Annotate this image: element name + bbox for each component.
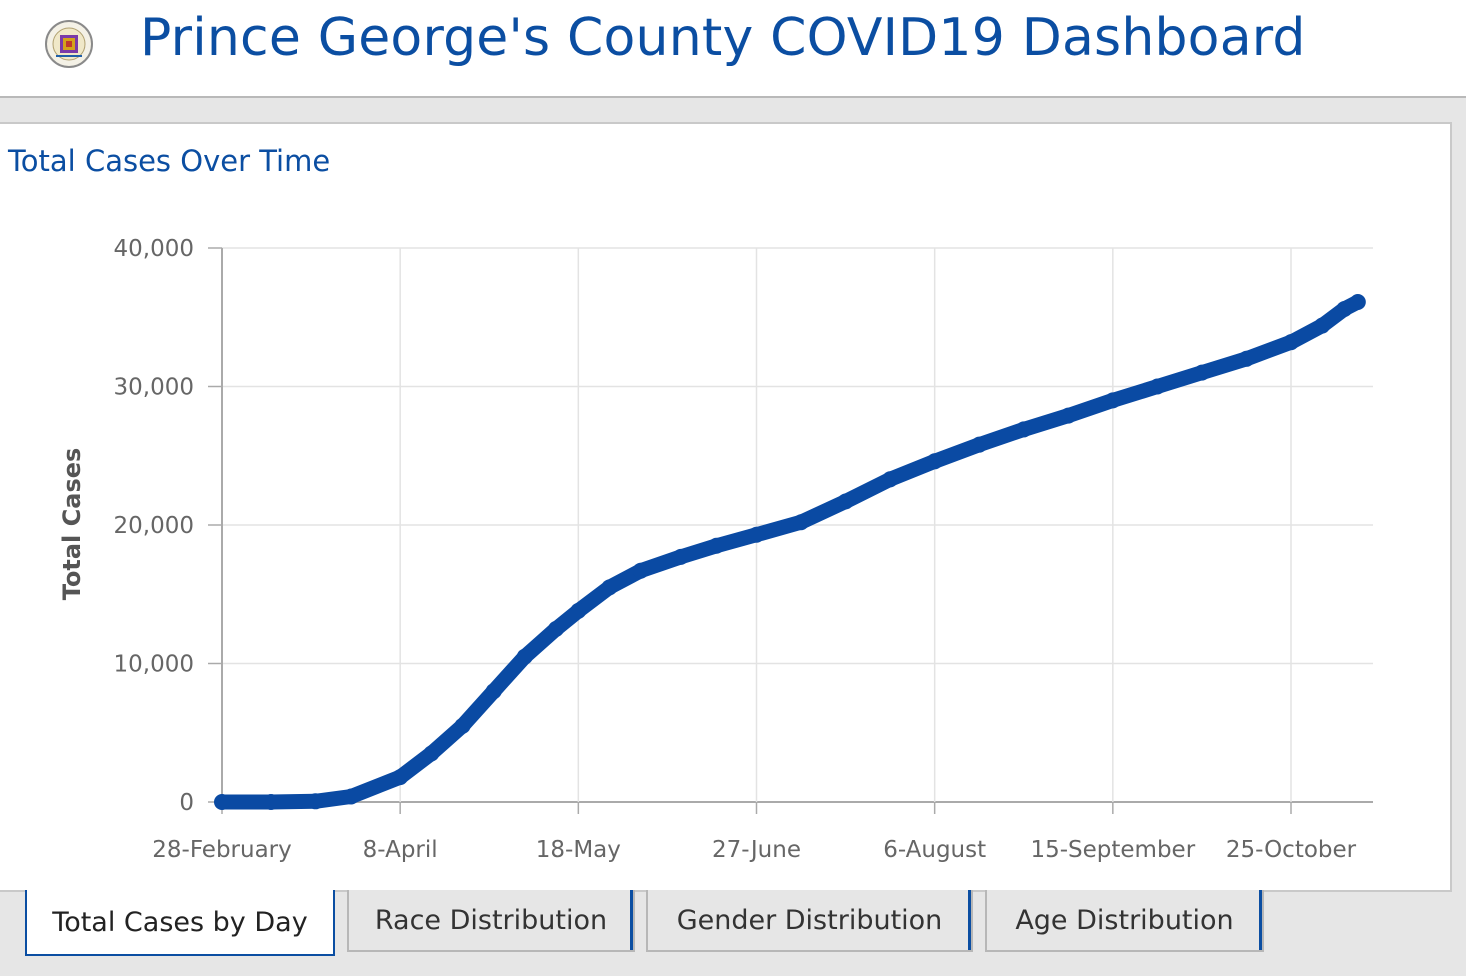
data-point[interactable]: [882, 471, 899, 488]
y-tick-label: 30,000: [114, 375, 194, 401]
y-axis-title: Total Cases: [58, 448, 86, 601]
data-point[interactable]: [392, 769, 409, 786]
data-point[interactable]: [793, 514, 810, 531]
tab-race-distribution[interactable]: Race Distribution: [347, 890, 635, 952]
series-line-total-cases: [214, 294, 1366, 810]
data-point[interactable]: [672, 548, 689, 565]
data-point[interactable]: [748, 526, 765, 543]
dashboard-header: Prince George's County COVID19 Dashboard: [0, 0, 1466, 98]
data-point[interactable]: [343, 788, 360, 805]
county-seal-icon: [44, 18, 94, 70]
chart-panel: [0, 122, 1452, 892]
y-tick-label: 40,000: [114, 236, 194, 262]
data-point[interactable]: [454, 717, 471, 734]
data-point[interactable]: [1149, 378, 1166, 395]
data-point[interactable]: [971, 436, 988, 453]
data-point[interactable]: [1238, 350, 1255, 367]
data-point[interactable]: [548, 620, 565, 637]
y-tick-label: 10,000: [114, 652, 194, 678]
data-point[interactable]: [423, 745, 440, 762]
data-point[interactable]: [1349, 294, 1366, 311]
data-point[interactable]: [485, 683, 502, 700]
x-tick-label: 28-February: [152, 837, 291, 863]
y-axis-tick-labels: 0 10,000 20,000 30,000 40,000: [114, 236, 194, 816]
data-point[interactable]: [708, 537, 725, 554]
x-tick-label: 27-June: [712, 837, 801, 863]
data-point[interactable]: [307, 793, 324, 810]
data-point[interactable]: [1314, 317, 1331, 334]
x-tick-label: 18-May: [536, 837, 621, 863]
data-point[interactable]: [837, 493, 854, 510]
x-tick-label: 6-August: [883, 837, 986, 863]
x-axis-tick-labels: 28-February 8-April 18-May 27-June 6-August 1…: [152, 837, 1356, 863]
page-title: Prince George's County COVID19 Dashboard: [140, 8, 1306, 68]
data-point[interactable]: [1193, 364, 1210, 381]
data-point[interactable]: [1060, 407, 1077, 424]
x-tick-label: 8-April: [363, 837, 438, 863]
data-point[interactable]: [1015, 421, 1032, 438]
data-point[interactable]: [1336, 300, 1353, 317]
data-point[interactable]: [1104, 392, 1121, 409]
tab-age-distribution[interactable]: Age Distribution: [985, 890, 1264, 952]
data-point[interactable]: [632, 562, 649, 579]
data-point[interactable]: [926, 453, 943, 470]
series-points: [214, 294, 1366, 810]
data-point[interactable]: [1283, 334, 1299, 351]
y-tick-label: 0: [179, 790, 194, 816]
y-tick-label: 20,000: [114, 513, 194, 539]
data-point[interactable]: [262, 794, 279, 810]
data-point[interactable]: [516, 648, 533, 665]
x-tick-label: 25-October: [1226, 837, 1357, 863]
tab-gender-distribution[interactable]: Gender Distribution: [646, 890, 973, 952]
data-point[interactable]: [214, 794, 230, 810]
chart-panel-title: Total Cases Over Time: [8, 144, 331, 178]
data-point[interactable]: [601, 579, 618, 596]
x-tick-label: 15-September: [1030, 837, 1195, 863]
data-point[interactable]: [570, 602, 587, 619]
tab-total-cases-by-day[interactable]: Total Cases by Day: [25, 890, 335, 956]
